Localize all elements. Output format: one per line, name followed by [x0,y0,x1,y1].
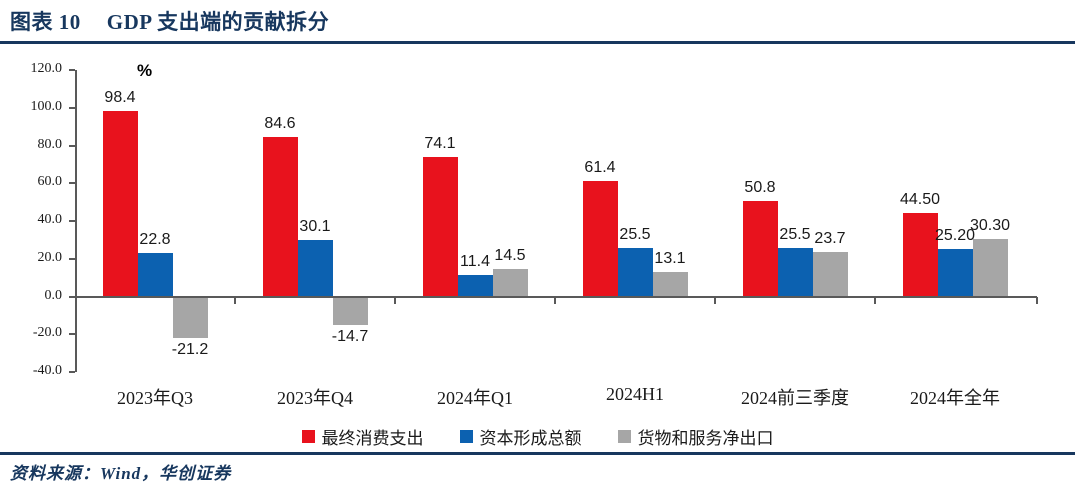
unit-label: % [137,61,153,80]
y-axis-tick [69,144,75,147]
bar [777,248,813,297]
bar [582,180,618,297]
legend-swatch-icon [617,429,631,443]
bar [812,251,848,297]
bar-value-label: -14.7 [331,328,369,346]
x-axis-tick [554,296,556,304]
bar-value-label: 25.20 [934,226,976,244]
bar [652,271,688,297]
bar-value-label: 84.6 [264,114,296,132]
y-axis-tick [69,371,75,373]
bar-value-label: 44.50 [899,190,941,208]
y-axis-tick-label: 20.0 [37,249,63,265]
bar [297,239,333,297]
x-category-label: 2024年全年 [910,388,1000,408]
y-axis-tick [69,106,75,109]
bar-value-label: 13.1 [654,249,686,267]
legend-label: 资本形成总额 [479,428,582,448]
legend: 最终消费支出 资本形成总额 货物和服务净出口 [0,424,1075,448]
y-axis-tick-label: 80.0 [37,136,63,152]
x-category-label: 2024前三季度 [741,388,849,408]
bar [937,248,973,297]
y-axis-tick [69,295,75,298]
bar [972,239,1008,297]
x-category-label: 2024年Q1 [437,388,513,408]
bar [457,274,493,297]
bar-value-label: 98.4 [104,88,136,106]
bar [137,253,173,297]
y-axis-tick-label: 100.0 [30,98,63,114]
bar-value-label: 50.8 [744,178,776,196]
y-axis-tick [69,257,75,260]
x-axis-tick [714,296,716,304]
y-axis-tick [69,69,75,71]
header-divider [0,41,1075,44]
bar [172,297,208,338]
bar-value-label: 23.7 [814,229,846,247]
figure-title: GDP 支出端的贡献拆分 [106,10,330,34]
y-axis-tick [69,220,75,222]
x-axis-tick [1036,296,1038,304]
y-axis-tick-label: 60.0 [37,174,63,190]
footer-divider [0,452,1075,455]
bar [742,200,778,297]
y-axis-tick-label: -20.0 [32,325,62,341]
x-axis-tick [394,296,396,304]
y-axis-line [75,70,77,372]
bar-value-label: 11.4 [460,252,490,270]
bar-value-label: 25.5 [619,226,651,244]
bar-value-label: 22.8 [139,231,171,249]
x-category-label: 2024H1 [606,384,664,404]
bar [492,269,528,297]
bar [262,136,298,297]
x-axis-tick [234,296,236,304]
bar [102,110,138,297]
bar-value-label: 25.5 [779,226,811,244]
bar-value-label: 74.1 [424,134,456,152]
legend-item: 货物和服务净出口 [617,424,774,449]
y-axis-tick [69,182,75,185]
figure-header: 图表 10 GDP 支出端的贡献拆分 [10,6,329,36]
x-axis-tick [874,296,876,304]
bar [902,212,938,297]
bar [332,297,368,326]
legend-item: 资本形成总额 [459,424,582,449]
bar-value-label: 30.30 [969,217,1011,235]
x-category-label: 2023年Q3 [117,388,193,408]
y-axis-tick [69,333,75,336]
x-category-label: 2023年Q4 [277,388,353,408]
legend-label: 货物和服务净出口 [637,428,774,448]
bar-value-label: -21.2 [171,340,209,358]
y-axis-tick-label: 120.0 [30,61,63,76]
y-axis-tick-label: 40.0 [37,212,63,227]
y-axis-tick-label: -40.0 [32,363,62,378]
y-axis-tick-label: 0.0 [44,287,63,303]
legend-swatch-icon [459,429,473,443]
bar [422,156,458,297]
bar [617,248,653,297]
source-note: 资料来源：Wind，华创证券 [10,464,232,483]
bar-value-label: 30.1 [299,217,331,235]
x-axis-line [75,295,1037,298]
bar-value-label: 14.5 [494,247,526,265]
bar-value-label: 61.4 [584,158,616,176]
legend-label: 最终消费支出 [321,428,424,448]
legend-swatch-icon [301,429,315,443]
legend-item: 最终消费支出 [301,424,424,449]
figure-number: 图表 10 [10,10,81,34]
